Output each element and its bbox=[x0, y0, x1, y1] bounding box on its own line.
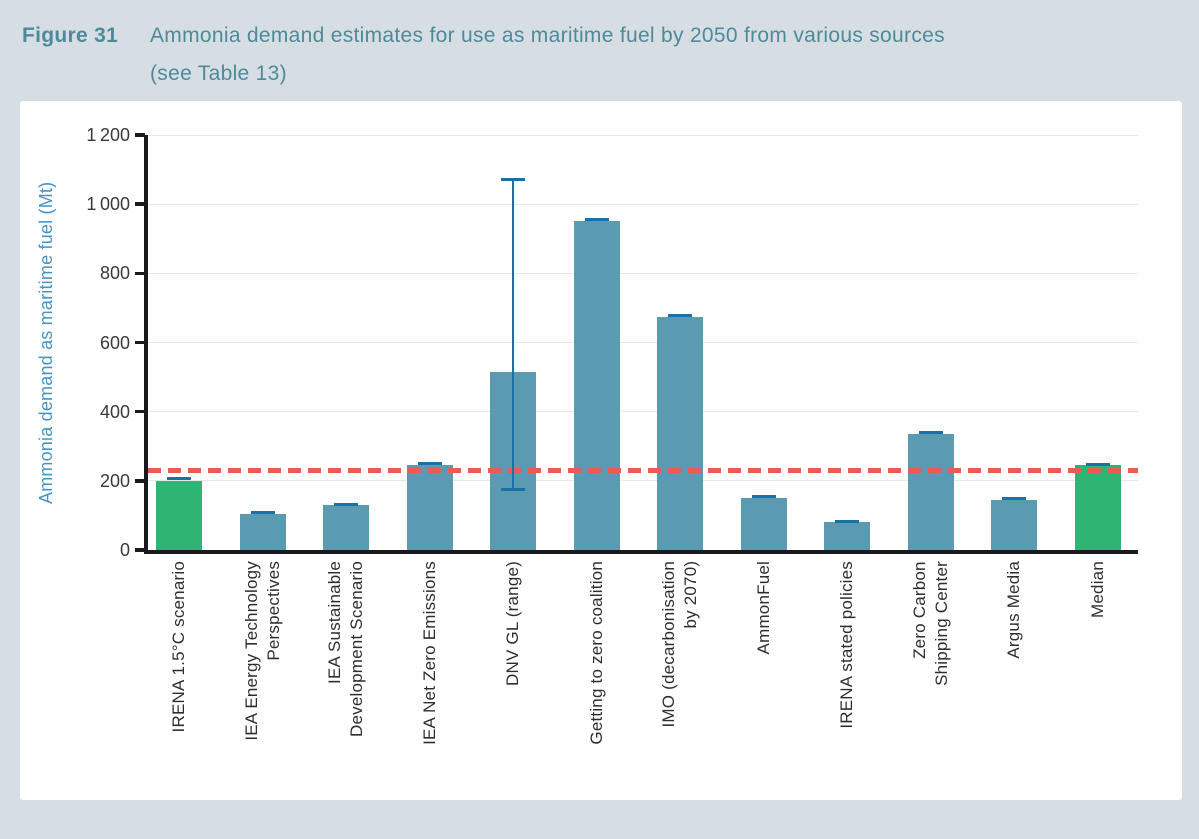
xaxis-label-iea-sustainable-development-scenario: IEA Sustainable Development Scenario bbox=[325, 561, 366, 737]
figure-number-label: Figure 31 bbox=[22, 24, 119, 47]
bar-zero-carbon-shipping-center bbox=[907, 434, 954, 550]
bar-getting-to-zero-coalition bbox=[573, 221, 620, 550]
ytick-label-200: 200 bbox=[99, 470, 130, 491]
y-axis-spine bbox=[144, 135, 148, 554]
error-bar-cap-low-dnv-gl-range bbox=[501, 487, 525, 491]
gridline-1000 bbox=[148, 203, 1138, 205]
error-bar-cap-high-ammonfuel bbox=[751, 495, 776, 499]
ytick-label-800: 800 bbox=[99, 263, 130, 284]
ytick-200 bbox=[134, 479, 145, 483]
xaxis-label-irena-1-5-c-scenario: IRENA 1.5°C scenario bbox=[169, 561, 188, 733]
chart-panel: Ammonia demand as maritime fuel (Mt) 0 20… bbox=[20, 101, 1182, 800]
bar-argus-media bbox=[991, 499, 1037, 550]
error-bar-cap-high-irena-stated-policies bbox=[835, 519, 859, 523]
gridline-800 bbox=[148, 272, 1138, 274]
ytick-1200 bbox=[134, 133, 145, 137]
bar-irena-stated-policies bbox=[824, 522, 870, 550]
ytick-label-1000: 1 000 bbox=[86, 194, 130, 215]
xaxis-label-getting-to-zero-coalition: Getting to zero coalition bbox=[586, 561, 606, 745]
error-bar-cap-high-iea-sustainable-development-scenario bbox=[334, 502, 358, 506]
error-bar-cap-high-median bbox=[1085, 462, 1110, 466]
gridline-600 bbox=[148, 342, 1138, 343]
error-bar-cap-high-irena-1-5-c-scenario bbox=[167, 477, 191, 481]
ytick-600 bbox=[134, 340, 145, 345]
error-bar-cap-high-argus-media bbox=[1002, 496, 1026, 500]
error-bar-cap-high-getting-to-zero-coalition bbox=[584, 218, 609, 222]
error-bar-cap-high-dnv-gl-range bbox=[501, 178, 525, 182]
gridline-1200 bbox=[148, 134, 1138, 136]
xaxis-label-ammonfuel: AmmonFuel bbox=[753, 561, 773, 655]
bar-irena-1-5-c-scenario bbox=[156, 480, 202, 550]
xaxis-label-zero-carbon-shipping-center: Zero Carbon Shipping Center bbox=[909, 561, 951, 686]
figure-title-subline: (see Table 13) bbox=[150, 62, 287, 85]
ytick-label-1200: 1 200 bbox=[86, 125, 130, 145]
xaxis-label-iea-net-zero-emissions: IEA Net Zero Emissions bbox=[419, 561, 439, 745]
bar-ammonfuel bbox=[740, 497, 787, 550]
ytick-0 bbox=[134, 548, 145, 552]
bar-median bbox=[1074, 465, 1121, 550]
error-bar-cap-high-iea-energy-technology-perspectives bbox=[250, 511, 275, 515]
x-axis-spine bbox=[144, 550, 1138, 554]
ytick-400 bbox=[134, 409, 145, 414]
error-bar-cap-high-imo-decarbonisation-by-2070 bbox=[668, 313, 692, 317]
ytick-label-0: 0 bbox=[119, 540, 130, 560]
gridline-400 bbox=[148, 411, 1138, 413]
error-bar-cap-high-iea-net-zero-emissions bbox=[417, 462, 442, 466]
bar-imo-decarbonisation-by-2070 bbox=[657, 316, 703, 550]
xaxis-label-imo-decarbonisation-by-2070: IMO (decarbonisation by 2070) bbox=[659, 561, 700, 728]
xaxis-label-median: Median bbox=[1087, 561, 1107, 618]
bar-iea-net-zero-emissions bbox=[406, 464, 453, 550]
error-bar-cap-high-zero-carbon-shipping-center bbox=[918, 431, 943, 435]
xaxis-label-irena-stated-policies: IRENA stated policies bbox=[837, 561, 856, 729]
error-bar-line-dnv-gl-range bbox=[511, 179, 515, 490]
bar-iea-energy-technology-perspectives bbox=[239, 514, 286, 550]
figure-title: Ammonia demand estimates for use as mari… bbox=[150, 24, 945, 47]
median-dashed-line bbox=[148, 467, 1138, 473]
ytick-800 bbox=[134, 271, 145, 276]
ytick-1000 bbox=[134, 202, 145, 206]
ytick-label-600: 600 bbox=[99, 332, 130, 353]
xaxis-label-iea-energy-technology-perspectives: IEA Energy Technology Perspectives bbox=[241, 561, 283, 741]
xaxis-label-dnv-gl-range: DNV GL (range) bbox=[503, 561, 522, 686]
ytick-label-400: 400 bbox=[99, 401, 130, 422]
bar-iea-sustainable-development-scenario bbox=[323, 505, 369, 550]
xaxis-label-argus-media: Argus Media bbox=[1004, 561, 1023, 659]
gridline-200 bbox=[148, 480, 1138, 482]
